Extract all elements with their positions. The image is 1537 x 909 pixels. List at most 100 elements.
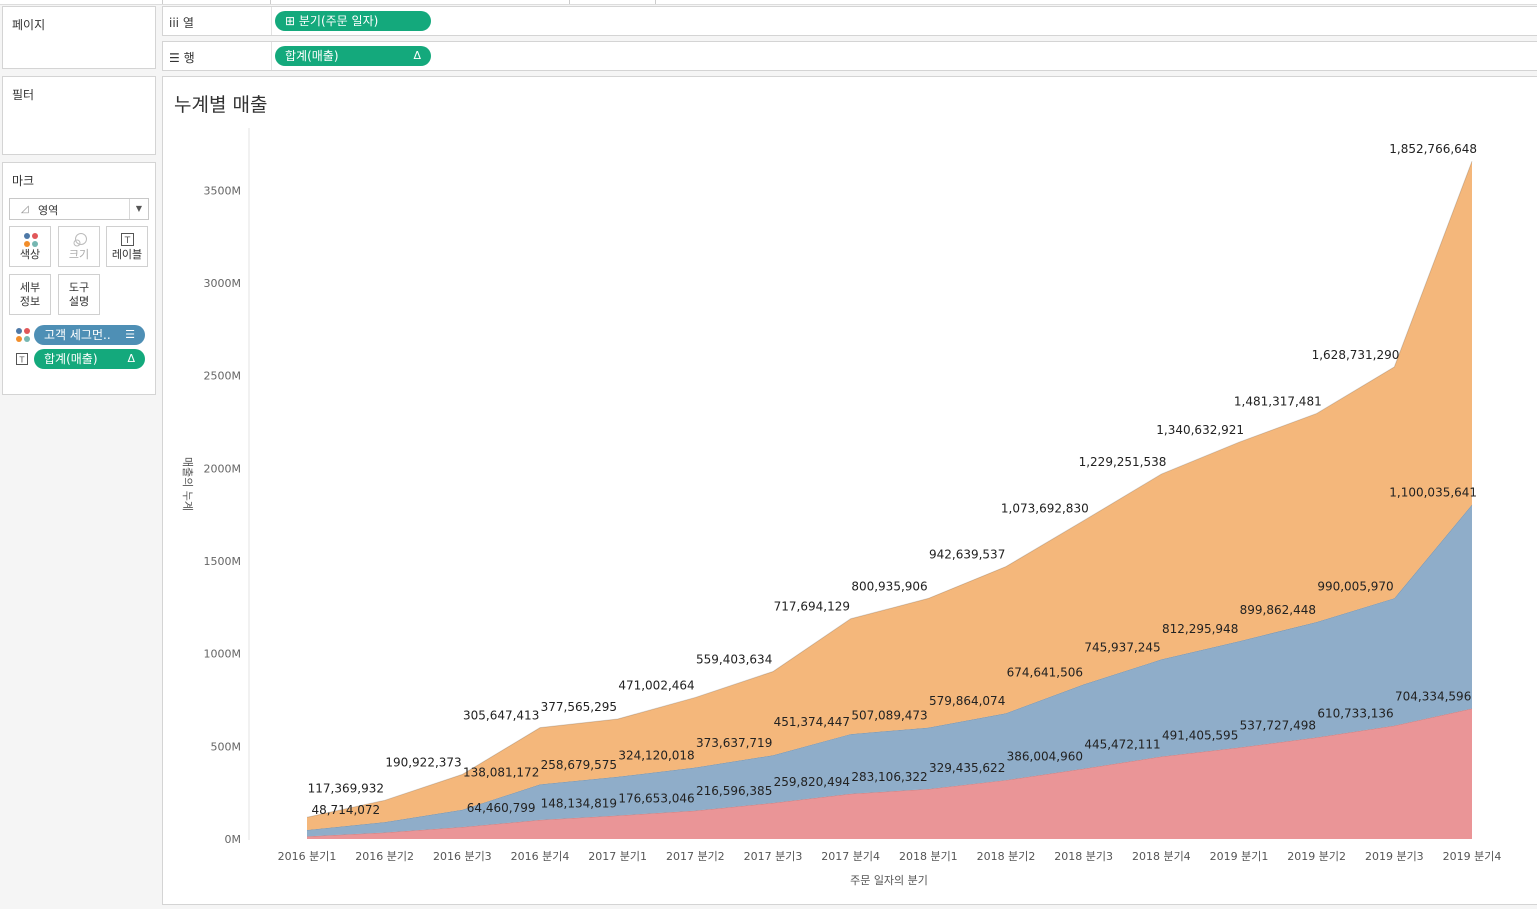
y-tick-label: 2000M	[204, 462, 242, 475]
data-label-consumer: 704,334,596	[1395, 689, 1471, 703]
data-label-home_office: 377,565,295	[541, 700, 617, 714]
data-label-home_office: 1,073,692,830	[1001, 502, 1089, 516]
color-field-icon	[16, 328, 30, 342]
rows-icon: ☰	[169, 51, 180, 65]
columns-label: 열	[182, 16, 194, 30]
svg-text:T: T	[19, 356, 25, 365]
area-edge-home_office	[306, 161, 1473, 818]
data-label-corporate: 899,862,448	[1240, 603, 1316, 617]
x-tick-label: 2018 분기1	[899, 850, 958, 863]
label-button-label: 레이블	[111, 248, 143, 261]
filters-card[interactable]: 필터	[2, 76, 156, 155]
data-label-consumer: 491,405,595	[1162, 728, 1238, 742]
x-tick-label: 2017 분기1	[588, 850, 647, 863]
marks-title: 마크	[12, 174, 35, 188]
data-label-consumer: 329,435,622	[929, 761, 1005, 775]
data-label-corporate: 324,120,018	[618, 748, 694, 762]
data-label-corporate: 48,714,072	[311, 803, 380, 817]
mark-type-dropdown[interactable]: ◿ 영역 ▼	[9, 198, 149, 220]
tooltip-line1: 도구	[68, 281, 90, 294]
x-tick-label: 2016 분기1	[278, 850, 337, 863]
data-label-home_office: 717,694,129	[774, 600, 850, 614]
data-label-corporate: 745,937,245	[1084, 640, 1160, 654]
x-tick-label: 2017 분기2	[666, 850, 725, 863]
data-label-home_office: 190,922,373	[385, 755, 461, 769]
data-label-home_office: 800,935,906	[851, 579, 927, 593]
mark-type-label: 영역	[38, 204, 59, 217]
data-label-home_office: 1,229,251,538	[1079, 455, 1167, 469]
size-button[interactable]: 크기	[58, 226, 100, 267]
data-label-corporate: 1,100,035,641	[1389, 486, 1477, 500]
data-label-consumer: 176,653,046	[618, 792, 694, 806]
data-label-corporate: 579,864,074	[929, 694, 1005, 708]
chevron-down-icon[interactable]: ▼	[129, 199, 148, 219]
y-tick-label: 1500M	[204, 555, 242, 568]
area-home_office	[307, 161, 1472, 830]
size-button-label: 크기	[68, 248, 90, 261]
x-tick-label: 2017 분기3	[744, 850, 803, 863]
color-button[interactable]: 색상	[9, 226, 51, 267]
data-label-home_office: 117,369,932	[308, 781, 384, 795]
top-strip	[0, 0, 1537, 5]
rows-pill-text: 합계(매출)	[285, 49, 339, 63]
columns-shelf[interactable]: iii 열 ⊞ 분기(주문 일자)	[162, 6, 1537, 36]
rows-shelf[interactable]: ☰ 행 합계(매출) Δ	[162, 41, 1537, 71]
x-tick-label: 2016 분기2	[355, 850, 414, 863]
data-label-home_office: 1,481,317,481	[1234, 394, 1322, 408]
y-tick-label: 2500M	[204, 370, 242, 383]
data-label-home_office: 1,852,766,648	[1389, 142, 1477, 156]
y-tick-label: 0M	[225, 833, 242, 846]
label-button[interactable]: T 레이블	[106, 226, 148, 267]
tooltip-line2: 설명	[68, 295, 90, 308]
columns-pill[interactable]: ⊞ 분기(주문 일자)	[275, 11, 431, 31]
x-tick-label: 2016 분기3	[433, 850, 492, 863]
data-label-corporate: 373,637,719	[696, 736, 772, 750]
data-label-consumer: 537,727,498	[1240, 718, 1316, 732]
rows-pill[interactable]: 합계(매출) Δ	[275, 46, 431, 66]
x-tick-label: 2019 분기4	[1443, 850, 1502, 863]
y-tick-label: 3500M	[204, 184, 242, 197]
data-label-home_office: 305,647,413	[463, 709, 539, 723]
size-circles-icon	[73, 233, 87, 247]
data-label-corporate: 451,374,447	[774, 715, 850, 729]
sales-label-pill[interactable]: 합계(매출) Δ	[34, 349, 145, 369]
data-label-consumer: 64,460,799	[467, 801, 536, 815]
delta-icon: Δ	[413, 49, 421, 62]
data-label-consumer: 610,733,136	[1317, 707, 1393, 721]
data-label-corporate: 258,679,575	[541, 758, 617, 772]
color-dots-icon	[24, 233, 38, 247]
rows-label: 행	[183, 51, 195, 65]
y-tick-label: 500M	[211, 740, 242, 753]
y-axis-title: 매출의 누계	[181, 457, 194, 511]
data-label-consumer: 148,134,819	[541, 796, 617, 810]
text-t-icon: T	[121, 233, 134, 246]
x-tick-label: 2016 분기4	[511, 850, 570, 863]
area-consumer	[307, 708, 1472, 839]
data-label-consumer: 216,596,385	[696, 784, 772, 798]
x-tick-label: 2018 분기2	[977, 850, 1036, 863]
x-axis-title: 주문 일자의 분기	[850, 873, 928, 887]
sales-label-text: 합계(매출)	[44, 352, 98, 366]
segment-field-text: 고객 세그먼..	[44, 328, 111, 342]
data-label-home_office: 471,002,464	[618, 678, 694, 692]
area-chart-icon: ◿	[21, 204, 29, 215]
pages-card[interactable]: 페이지	[2, 6, 156, 69]
detail-button[interactable]: 세부 정보	[9, 274, 51, 315]
data-label-corporate: 674,641,506	[1007, 665, 1083, 679]
data-label-corporate: 507,089,473	[851, 709, 927, 723]
segment-field-pill[interactable]: 고객 세그먼.. ☰	[34, 325, 145, 345]
data-label-home_office: 942,639,537	[929, 548, 1005, 562]
data-label-home_office: 1,628,731,290	[1312, 348, 1400, 362]
x-tick-label: 2017 분기4	[821, 850, 880, 863]
x-tick-label: 2019 분기3	[1365, 850, 1424, 863]
data-label-home_office: 1,340,632,921	[1156, 423, 1244, 437]
data-label-consumer: 386,004,960	[1007, 750, 1083, 764]
data-label-consumer: 445,472,111	[1084, 738, 1160, 752]
filters-title: 필터	[12, 88, 35, 102]
y-tick-label: 1000M	[204, 648, 242, 661]
tooltip-button[interactable]: 도구 설명	[58, 274, 100, 315]
columns-icon: iii	[169, 16, 180, 30]
pages-title: 페이지	[12, 18, 46, 32]
data-label-corporate: 138,081,172	[463, 765, 539, 779]
